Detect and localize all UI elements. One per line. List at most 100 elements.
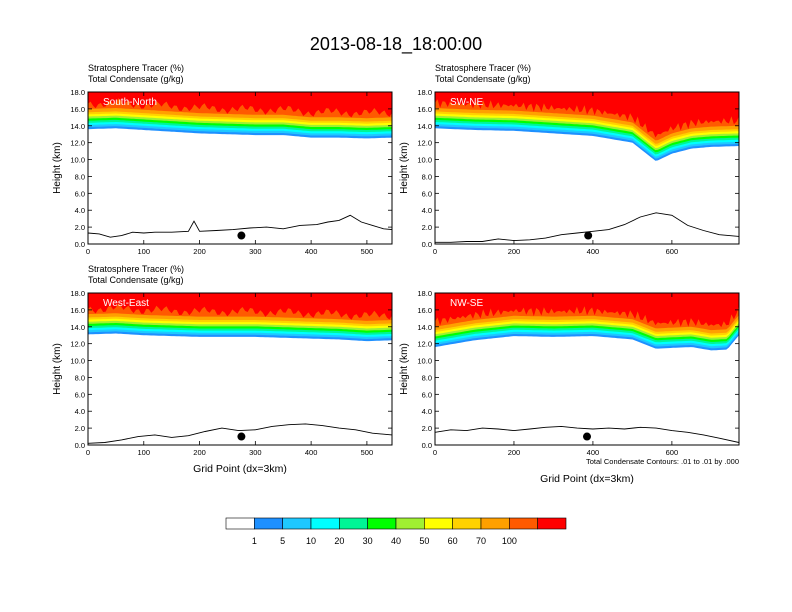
tracer-band (435, 293, 739, 328)
panel-header-tracer: Stratosphere Tracer (%) (88, 63, 184, 73)
y-tick-label: 18.0 (70, 88, 85, 97)
x-tick-label: 300 (249, 247, 262, 256)
x-tick-label: 200 (193, 448, 206, 457)
y-tick-label: 0.0 (75, 441, 85, 450)
colorbar-swatch (339, 517, 368, 530)
panel-label: NW-SE (450, 298, 483, 309)
x-tick-label: 400 (587, 448, 600, 457)
y-tick-label: 8.0 (422, 172, 432, 181)
y-tick-label: 12.0 (70, 340, 85, 349)
y-tick-label: 6.0 (422, 189, 432, 198)
terrain-line (435, 212, 739, 243)
y-tick-label: 8.0 (75, 373, 85, 382)
plot-area: South-North 0.0 2.0 4.0 6.0 8.0 10.0 12.0 14.0 16… (70, 88, 393, 256)
y-tick-label: 2.0 (75, 424, 85, 433)
y-tick-label: 12.0 (417, 139, 432, 148)
figure-title: 2013-08-18_18:00:00 (310, 34, 482, 55)
y-tick-label: 18.0 (70, 289, 85, 298)
y-tick-label: 0.0 (75, 240, 85, 249)
y-tick-label: 16.0 (417, 306, 432, 315)
y-tick-label: 10.0 (417, 156, 432, 165)
y-tick-label: 16.0 (70, 306, 85, 315)
y-tick-label: 18.0 (417, 88, 432, 97)
tracer-field (88, 92, 392, 139)
tracer-field (435, 293, 739, 351)
y-axis-label: Height (km) (52, 142, 63, 194)
y-tick-label: 0.0 (422, 441, 432, 450)
panel-header-condensate: Total Condensate (g/kg) (88, 275, 184, 285)
plot-frame (87, 91, 393, 245)
colorbar-label: 50 (419, 536, 429, 546)
colorbar-label: 1 (252, 536, 257, 546)
x-tick-label: 0 (86, 448, 90, 457)
panel-nw-se: NW-SE 0.0 2.0 4.0 6.0 8.0 10.0 12.0 14.0 16.0 18.0… (399, 289, 740, 485)
colorbar-label: 20 (334, 536, 344, 546)
tracer-field (435, 92, 739, 161)
colorbar-label: 40 (391, 536, 401, 546)
plot-frame (87, 292, 393, 446)
y-tick-label: 8.0 (422, 373, 432, 382)
colorbar-swatch (480, 517, 510, 530)
colorbar-label: 70 (476, 536, 486, 546)
point-marker (584, 231, 593, 240)
x-tick-label: 100 (138, 247, 151, 256)
y-tick-label: 18.0 (417, 289, 432, 298)
colorbar-swatch (509, 517, 538, 530)
x-axis-label: Grid Point (dx=3km) (540, 473, 634, 485)
y-tick-label: 0.0 (422, 240, 432, 249)
terrain-line (88, 423, 392, 444)
plot-area: SW-NE 0.0 2.0 4.0 6.0 8.0 10.0 12.0 14.0 16.0 18.0… (417, 88, 740, 256)
x-tick-label: 0 (86, 247, 90, 256)
x-tick-label: 200 (508, 448, 521, 457)
y-axis-label: Height (km) (399, 142, 410, 194)
colorbar-label: 5 (280, 536, 285, 546)
y-tick-label: 16.0 (417, 105, 432, 114)
panel-header-tracer: Stratosphere Tracer (%) (435, 63, 531, 73)
x-tick-label: 400 (305, 247, 318, 256)
terrain-line (435, 425, 739, 443)
y-tick-label: 2.0 (422, 424, 432, 433)
panel-label: SW-NE (450, 97, 483, 108)
panel-header-condensate: Total Condensate (g/kg) (435, 74, 531, 84)
y-tick-label: 10.0 (70, 156, 85, 165)
tracer-band (88, 92, 392, 118)
plot-frame (434, 91, 740, 245)
colorbar-swatch (282, 517, 312, 530)
x-tick-label: 500 (361, 448, 374, 457)
y-tick-label: 14.0 (417, 122, 432, 131)
plot-area: NW-SE 0.0 2.0 4.0 6.0 8.0 10.0 12.0 14.0 16.0 18.0… (417, 289, 740, 457)
x-tick-label: 400 (587, 247, 600, 256)
panel-label: West-East (103, 298, 149, 309)
x-tick-label: 100 (138, 448, 151, 457)
colorbar-label: 60 (448, 536, 458, 546)
y-axis-label: Height (km) (52, 343, 63, 395)
colorbar-swatch (254, 517, 283, 530)
colorbar-label: 10 (306, 536, 316, 546)
x-tick-label: 0 (433, 448, 437, 457)
tracer-band (88, 293, 392, 320)
panel-west-east: Stratosphere Tracer (%) Total Condensate… (52, 264, 393, 475)
y-tick-label: 4.0 (422, 407, 432, 416)
tracer-band (435, 92, 739, 138)
y-tick-label: 8.0 (75, 172, 85, 181)
x-tick-label: 200 (508, 247, 521, 256)
colorbar-swatch (310, 517, 340, 530)
x-tick-label: 0 (433, 247, 437, 256)
point-marker (583, 432, 591, 441)
y-tick-label: 14.0 (70, 323, 85, 332)
x-tick-label: 500 (361, 247, 374, 256)
colorbar-swatch (367, 517, 397, 530)
x-tick-label: 300 (249, 448, 262, 457)
panel-south-north: Stratosphere Tracer (%) Total Condensate… (52, 63, 393, 256)
y-tick-label: 4.0 (422, 206, 432, 215)
y-tick-label: 6.0 (75, 390, 85, 399)
colorbar-swatch (452, 517, 482, 530)
x-tick-label: 600 (666, 448, 679, 457)
terrain-line (88, 214, 392, 238)
y-axis-label: Height (km) (399, 343, 410, 395)
y-tick-label: 10.0 (417, 357, 432, 366)
y-tick-label: 14.0 (417, 323, 432, 332)
panel-sw-ne: Stratosphere Tracer (%) Total Condensate… (399, 63, 740, 256)
panel-header-condensate: Total Condensate (g/kg) (88, 74, 184, 84)
